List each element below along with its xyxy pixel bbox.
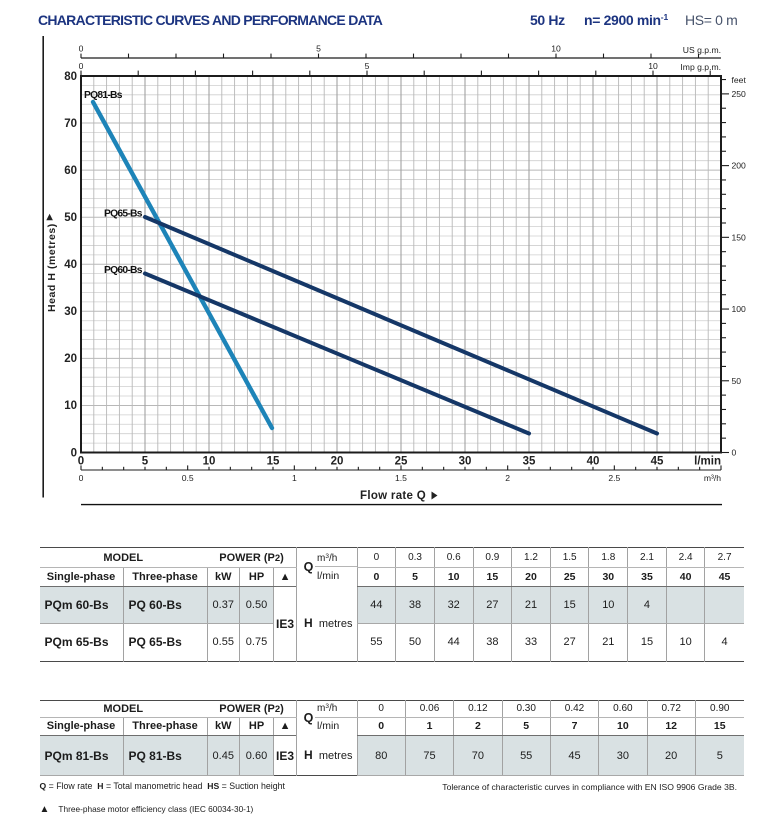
svg-text:0: 0 xyxy=(78,456,84,468)
svg-text:PQ60-Bs: PQ60-Bs xyxy=(104,265,143,276)
svg-text:US g.p.m.: US g.p.m. xyxy=(683,45,721,55)
svg-text:150: 150 xyxy=(732,232,747,242)
svg-text:feet: feet xyxy=(732,75,747,85)
svg-text:10: 10 xyxy=(64,400,77,412)
svg-text:50: 50 xyxy=(732,376,742,386)
svg-text:10: 10 xyxy=(551,44,561,54)
svg-text:50: 50 xyxy=(64,212,77,224)
svg-text:45: 45 xyxy=(651,456,664,468)
svg-text:PQ65-Bs: PQ65-Bs xyxy=(104,209,143,220)
svg-text:35: 35 xyxy=(523,456,536,468)
svg-text:0.5: 0.5 xyxy=(182,473,194,483)
svg-text:0: 0 xyxy=(71,447,77,459)
svg-text:0: 0 xyxy=(732,448,737,458)
svg-text:70: 70 xyxy=(64,118,77,130)
svg-text:250: 250 xyxy=(732,89,747,99)
svg-text:1: 1 xyxy=(292,473,297,483)
svg-text:Head H (metres): Head H (metres) xyxy=(46,223,58,312)
svg-text:200: 200 xyxy=(732,161,747,171)
svg-text:2.5: 2.5 xyxy=(608,473,620,483)
svg-text:0: 0 xyxy=(79,473,84,483)
svg-text:80: 80 xyxy=(64,71,77,83)
svg-text:0: 0 xyxy=(79,61,84,71)
svg-text:5: 5 xyxy=(316,44,321,54)
svg-text:10: 10 xyxy=(648,61,658,71)
svg-text:PQ81-Bs: PQ81-Bs xyxy=(84,90,123,101)
svg-text:5: 5 xyxy=(365,61,370,71)
svg-text:Flow rate Q: Flow rate Q xyxy=(360,490,426,502)
svg-text:Imp g.p.m.: Imp g.p.m. xyxy=(680,62,721,72)
svg-text:10: 10 xyxy=(203,456,216,468)
svg-text:5: 5 xyxy=(142,456,149,468)
svg-text:15: 15 xyxy=(267,456,280,468)
svg-text:60: 60 xyxy=(64,165,77,177)
svg-text:25: 25 xyxy=(395,456,408,468)
svg-text:1.5: 1.5 xyxy=(395,473,407,483)
svg-text:30: 30 xyxy=(459,456,472,468)
svg-text:l/min: l/min xyxy=(694,456,721,468)
svg-text:20: 20 xyxy=(331,456,344,468)
svg-text:2: 2 xyxy=(505,473,510,483)
svg-text:40: 40 xyxy=(64,259,77,271)
svg-text:40: 40 xyxy=(587,456,600,468)
svg-text:20: 20 xyxy=(64,353,77,365)
svg-text:100: 100 xyxy=(732,304,747,314)
svg-text:m³/h: m³/h xyxy=(704,473,721,483)
svg-text:30: 30 xyxy=(64,306,77,318)
svg-text:0: 0 xyxy=(79,44,84,54)
